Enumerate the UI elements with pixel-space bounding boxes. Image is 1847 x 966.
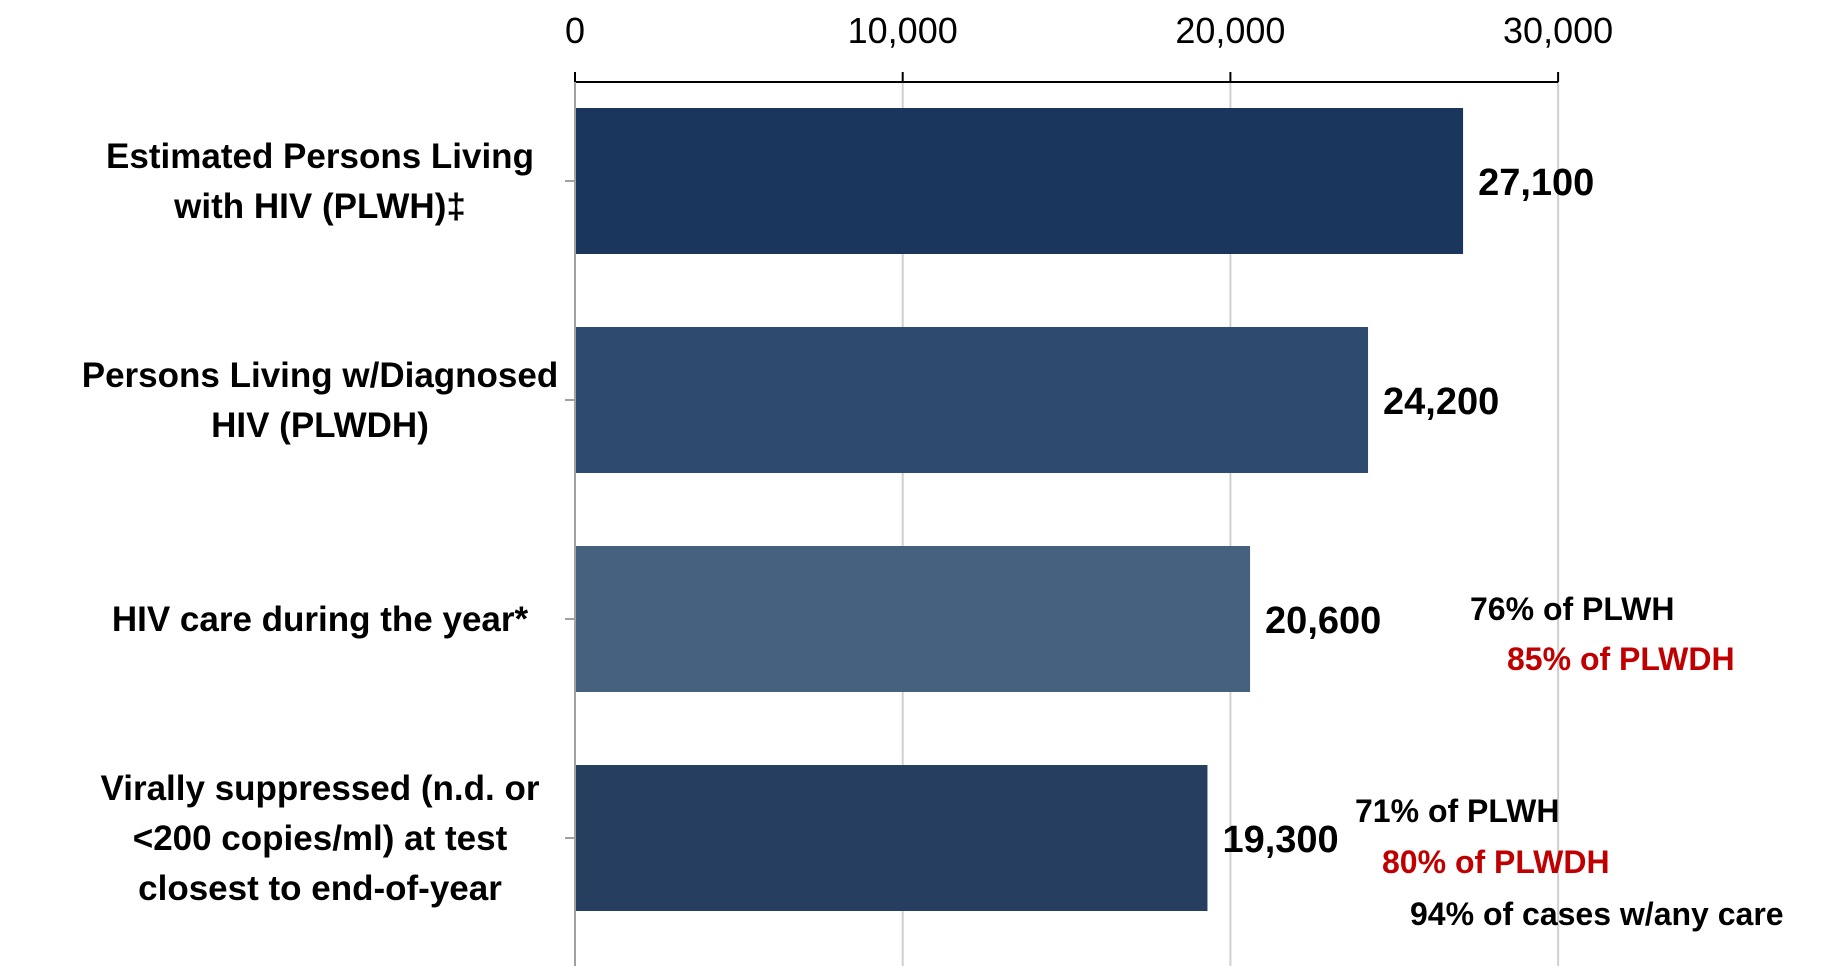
category-label: Persons Living w/Diagnosed bbox=[82, 356, 558, 395]
percentage-annotation: 80% of PLWDH bbox=[1382, 844, 1610, 880]
category-label: HIV (PLWDH) bbox=[211, 406, 429, 445]
bars bbox=[575, 108, 1464, 911]
bar-1 bbox=[575, 327, 1369, 473]
axes bbox=[565, 72, 1560, 966]
category-label: Estimated Persons Living bbox=[106, 137, 534, 176]
value-label: 19,300 bbox=[1222, 819, 1338, 861]
category-label: closest to end-of-year bbox=[138, 869, 502, 908]
x-tick-label: 30,000 bbox=[1503, 10, 1613, 51]
category-label: <200 copies/ml) at test bbox=[133, 819, 508, 858]
percentage-annotation: 94% of cases w/any care bbox=[1410, 896, 1784, 932]
category-label: HIV care during the year* bbox=[112, 600, 529, 639]
percentage-annotation: 76% of PLWH bbox=[1470, 591, 1674, 627]
percentage-annotation: 85% of PLWDH bbox=[1507, 641, 1735, 677]
value-label: 24,200 bbox=[1383, 381, 1499, 423]
category-label: Virally suppressed (n.d. or bbox=[101, 769, 540, 808]
x-tick-label: 10,000 bbox=[848, 10, 958, 51]
bar-2 bbox=[575, 546, 1251, 692]
category-label: with HIV (PLWH)‡ bbox=[173, 187, 466, 226]
bar-3 bbox=[575, 765, 1208, 911]
x-tick-label: 20,000 bbox=[1175, 10, 1285, 51]
bar-0 bbox=[575, 108, 1464, 254]
x-tick-label: 0 bbox=[565, 10, 585, 51]
labels: 0 10,000 20,000 30,000 Estimated Persons Liv… bbox=[82, 10, 1784, 932]
value-label: 27,100 bbox=[1478, 162, 1594, 204]
percentage-annotation: 71% of PLWH bbox=[1355, 793, 1559, 829]
value-label: 20,600 bbox=[1265, 600, 1381, 642]
